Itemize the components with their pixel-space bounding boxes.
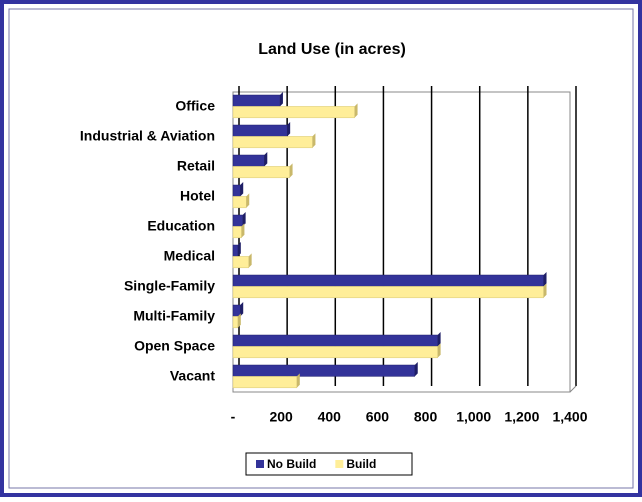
bar: [232, 124, 288, 137]
bar-side: [287, 122, 291, 137]
legend-label: Build: [346, 457, 376, 471]
bar: [232, 364, 415, 377]
x-tick-label: 400: [318, 409, 342, 425]
legend: No Build Build: [245, 452, 413, 476]
legend-swatch: [335, 460, 344, 468]
bar-side: [543, 283, 547, 298]
y-tick-label: Multi-Family: [133, 308, 215, 324]
bar: [232, 286, 544, 299]
floor-depth: [569, 385, 577, 393]
bar: [232, 256, 249, 269]
bar: [232, 154, 265, 167]
bar-side: [279, 92, 283, 107]
x-tick-label: 1,200: [504, 409, 539, 425]
bar: [232, 166, 290, 179]
bar-side: [237, 242, 241, 257]
bar-side: [242, 212, 246, 227]
bar-side: [354, 103, 358, 118]
bar-side: [241, 223, 245, 238]
bar: [232, 214, 243, 227]
bar-side: [240, 302, 244, 317]
x-tick-label: -: [231, 409, 236, 425]
bar: [232, 304, 241, 317]
bar-side: [240, 182, 244, 197]
y-tick-label: Hotel: [180, 188, 215, 204]
x-tick-label: 1,000: [456, 409, 491, 425]
x-tick-label: 200: [269, 409, 293, 425]
bar: [232, 316, 239, 329]
bar: [232, 334, 438, 347]
y-tick-label: Vacant: [170, 368, 215, 384]
bar: [232, 184, 241, 197]
bar-side: [296, 373, 300, 388]
y-tick-label: Office: [175, 98, 215, 114]
bar: [232, 94, 281, 107]
y-tick-label: Open Space: [134, 338, 215, 354]
bar: [232, 196, 247, 209]
x-tick-label: 1,400: [552, 409, 587, 425]
bar-side: [289, 163, 293, 178]
inner-frame: [8, 8, 634, 489]
bar-side: [414, 362, 418, 377]
bar-side: [543, 272, 547, 287]
legend-box: [245, 452, 413, 476]
bar: [232, 226, 242, 239]
bar-side: [264, 152, 268, 167]
chart-title: Land Use (in acres): [258, 41, 406, 58]
x-tick-label: 600: [366, 409, 390, 425]
y-tick-label: Single-Family: [124, 278, 215, 294]
x-tick-label: 800: [414, 409, 438, 425]
bar: [232, 346, 438, 359]
bar: [232, 106, 355, 119]
bar-side: [246, 193, 250, 208]
bar: [232, 376, 298, 389]
bar: [232, 274, 544, 287]
bar-side: [312, 133, 316, 148]
y-tick-label: Education: [147, 218, 215, 234]
legend-swatch: [256, 460, 264, 468]
bar-side: [437, 332, 441, 347]
legend-label: No Build: [267, 457, 316, 471]
bar-side: [248, 253, 252, 268]
bar-side: [437, 343, 441, 358]
bar: [232, 244, 239, 257]
y-tick-label: Retail: [177, 158, 215, 174]
bar-side: [237, 313, 241, 328]
y-tick-label: Medical: [164, 248, 215, 264]
bar: [232, 136, 313, 149]
y-tick-label: Industrial & Aviation: [80, 128, 215, 144]
